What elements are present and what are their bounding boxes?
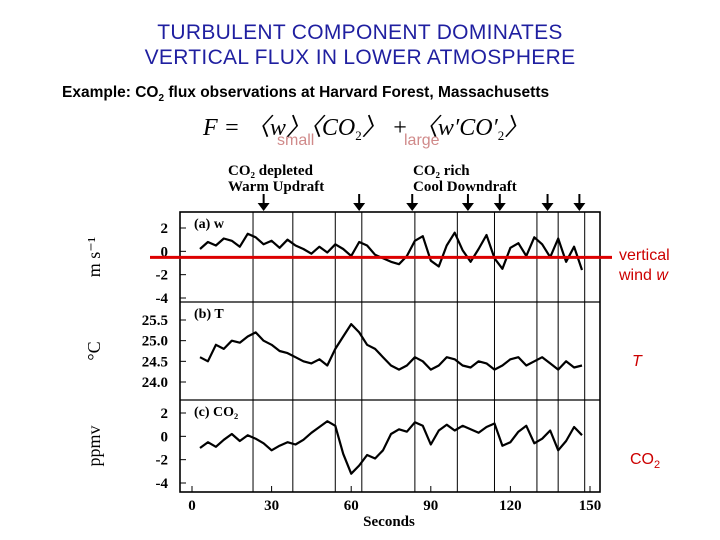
side-w-line2-pre: wind (619, 267, 657, 284)
plot-border (179, 211, 601, 493)
y-tick-label: 0 (161, 429, 169, 445)
annotation-right-line1: CO₂ rich (413, 163, 470, 179)
title-line-1: TURBULENT COMPONENT DOMINATES (157, 21, 563, 44)
y-tick-label: 2 (161, 221, 169, 237)
x-tick-label: 0 (188, 498, 196, 514)
x-tick-label: 60 (344, 498, 359, 514)
series-group (199, 231, 584, 475)
event-arrow-head (353, 203, 366, 211)
panel-label: (b) T (194, 307, 224, 322)
axis-ticks: (a) w 2 0 -2 -4 m s⁻¹ (b) T 25.5 25.0 24.5 24.0 °C (… (84, 217, 601, 514)
y-tick-label: -4 (156, 291, 169, 307)
side-w-var: w (656, 267, 668, 284)
event-arrows (257, 194, 586, 211)
x-tick-label: 90 (423, 498, 438, 514)
chart-annotations: CO₂ depleted Warm Updraft CO₂ rich Cool … (228, 163, 517, 195)
side-label-t: T (632, 353, 642, 370)
title-line-2: VERTICAL FLUX IN LOWER ATMOSPHERE (144, 46, 576, 69)
y-tick-label: 0 (161, 244, 169, 260)
series-line (199, 420, 583, 475)
eq-plus: + (391, 115, 408, 141)
x-axis-label: Seconds (363, 514, 415, 530)
y-tick-label: -2 (156, 268, 169, 284)
side-co2-sub: 2 (654, 459, 661, 472)
label-small: small (277, 132, 315, 149)
eq-lhs: F (203, 115, 218, 141)
y-tick-label: -2 (156, 453, 169, 469)
side-w-line1: vertical (619, 247, 670, 264)
eq-term1-end: 〉 (361, 115, 386, 141)
side-label-co2: CO2 (630, 450, 660, 475)
flux-equation: F = 〈w〉〈CO2〉 + 〈w′CO′2〉 (203, 115, 529, 143)
y-tick-label: 25.0 (142, 334, 168, 350)
annotation-left-line2: Warm Updraft (228, 179, 324, 195)
subtitle-pre: Example: CO (62, 84, 159, 101)
event-arrow-head (541, 203, 554, 211)
annotation-left-line1: CO₂ depleted (228, 163, 314, 179)
series-line (199, 231, 584, 271)
slide-subtitle: Example: CO2 flux observations at Harvar… (62, 84, 549, 104)
y-tick-label: 2 (161, 406, 169, 422)
y-tick-label: 24.0 (142, 375, 168, 391)
slide-title: TURBULENT COMPONENT DOMINATES VERTICAL F… (0, 20, 720, 70)
x-tick-label: 30 (264, 498, 279, 514)
y-tick-label: 24.5 (142, 354, 168, 370)
event-lines (252, 212, 586, 492)
subtitle-sub: 2 (158, 93, 165, 105)
annotation-right-line2: Cool Downdraft (413, 179, 517, 195)
y-tick-label: -4 (156, 476, 169, 492)
eq-term1-sub: 2 (355, 128, 362, 143)
side-co2-pre: CO (630, 451, 654, 468)
event-arrow-head (573, 203, 586, 211)
panel-label: (c) CO₂ (194, 405, 238, 420)
y-axis-label: °C (84, 341, 104, 360)
panel-label: (a) w (194, 217, 225, 232)
eq-term1: 〈w〉〈CO (245, 115, 356, 141)
label-large: large (404, 132, 440, 149)
event-arrow-head (493, 203, 506, 211)
event-arrow-head (406, 203, 419, 211)
side-label-w: vertical wind w (619, 246, 670, 286)
x-tick-label: 120 (499, 498, 522, 514)
eq-term2-end: 〉 (504, 115, 529, 141)
y-axis-label: ppmv (84, 425, 104, 466)
y-tick-label: 25.5 (142, 313, 168, 329)
series-line (199, 323, 583, 371)
subtitle-post: flux observations at Harvard Forest, Mas… (164, 84, 550, 101)
chart-frame (179, 211, 601, 493)
x-tick-label: 150 (579, 498, 602, 514)
eq-term2-sub: 2 (497, 128, 505, 143)
eq-term2: 〈w′CO′ (413, 115, 498, 141)
y-axis-label: m s⁻¹ (84, 237, 104, 277)
event-arrow-head (461, 203, 474, 211)
event-arrow-head (257, 203, 270, 211)
